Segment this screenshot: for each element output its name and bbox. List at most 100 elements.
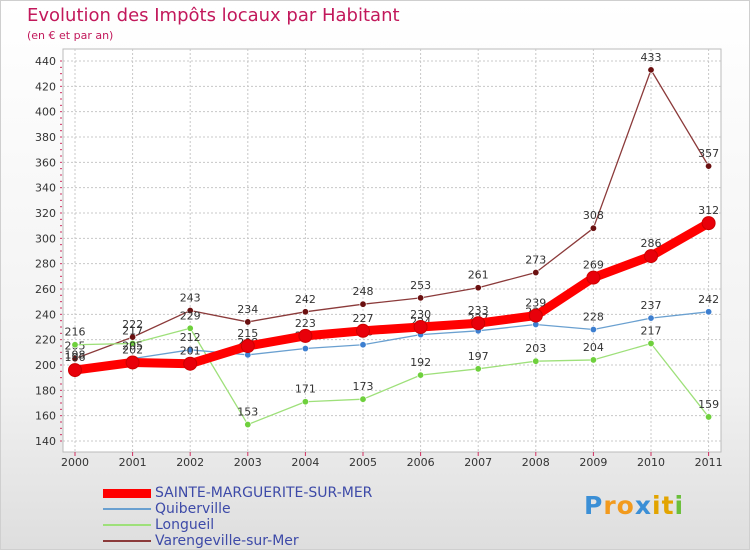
data-label: 198 [65,349,86,362]
x-tick-label: 2004 [291,456,319,469]
data-point [240,339,255,353]
y-tick-label: 440 [35,55,56,68]
y-tick-label: 280 [35,258,56,271]
data-point [186,346,194,354]
data-point [589,326,597,334]
data-label: 248 [353,285,374,298]
data-point [129,339,137,347]
data-point [586,270,601,285]
data-point [301,398,309,406]
data-point [298,328,313,343]
data-point [359,341,367,349]
legend-label: Longueil [155,517,215,533]
x-tick-label: 2000 [61,456,89,469]
logo-letter: P [584,491,604,520]
legend-label: SAINTE-MARGUERITE-SUR-MER [155,485,373,501]
series-line [74,69,710,360]
data-label: 212 [180,331,201,344]
data-point [71,341,79,349]
legend-swatch [103,540,151,542]
data-point [244,421,252,429]
data-label: 216 [65,326,86,339]
x-tick-label: 2007 [464,456,492,469]
data-label: 243 [180,292,201,305]
x-tick-label: 2005 [349,456,377,469]
x-tick-label: 2002 [176,456,204,469]
data-label: 201 [180,345,201,358]
y-tick-label: 380 [35,131,56,144]
y-tick-label: 220 [35,334,56,347]
legend-swatch [103,508,151,510]
y-tick-label: 320 [35,207,56,220]
x-tick-label: 2010 [637,456,665,469]
data-point [471,316,486,331]
data-label: 202 [122,343,143,356]
y-tick-label: 240 [35,308,56,321]
data-point [647,339,655,347]
data-label: 173 [353,380,374,393]
legend-swatch [103,524,151,526]
proxiti-logo: Proxiti [584,491,684,520]
data-point [417,371,425,379]
data-label: 159 [698,398,719,411]
plot-area [62,48,722,453]
data-label: 228 [583,311,604,324]
data-label: 197 [468,350,489,363]
data-point [125,355,140,370]
series-line [70,218,714,375]
y-tick-label: 420 [35,80,56,93]
y-tick-label: 300 [35,232,56,245]
data-point [417,294,425,302]
data-label: 269 [583,259,604,272]
logo-letter: x [634,491,652,520]
x-tick-label: 2011 [695,456,723,469]
data-point [356,323,370,338]
data-label: 223 [295,317,316,330]
data-label: 357 [698,147,719,160]
data-point [186,324,194,332]
y-tick-label: 200 [35,359,56,372]
logo-letter: i [652,491,662,520]
data-label: 217 [122,324,143,337]
x-tick-label: 2003 [234,456,262,469]
data-label: 253 [410,279,431,292]
data-label: 229 [180,309,201,322]
data-point [532,269,540,277]
data-label: 203 [525,342,546,355]
data-point [244,318,252,326]
data-point [532,357,540,365]
chart-title: Evolution des Impôts locaux par Habitant [27,5,400,26]
y-tick-label: 180 [35,384,56,397]
chart-subtitle: (en € et par an) [27,29,114,42]
series-line [74,311,710,369]
data-point [71,355,79,363]
data-point [644,249,658,264]
data-label: 217 [641,324,662,337]
x-tick-label: 2009 [579,456,607,469]
data-label: 312 [698,204,719,217]
legend-label: Quiberville [155,501,231,517]
data-label: 205 [122,340,143,353]
data-point [528,308,543,323]
data-point [301,345,309,353]
x-tick-label: 2001 [119,456,147,469]
data-point [183,356,198,371]
x-tick-label: 2008 [522,456,550,469]
data-label: 192 [410,356,431,369]
data-label: 242 [698,293,719,306]
logo-letter: i [674,491,685,520]
data-label: 286 [641,237,662,250]
data-point [301,308,309,316]
data-point [589,356,597,364]
data-label: 196 [65,351,86,364]
data-point [359,300,367,308]
legend-label: Varengeville-sur-Mer [155,533,299,549]
data-point [647,66,655,74]
data-label: 234 [237,303,258,316]
data-point [68,363,82,378]
data-label: 230 [410,308,431,321]
legend-swatch [103,488,151,498]
y-tick-label: 140 [35,435,56,448]
